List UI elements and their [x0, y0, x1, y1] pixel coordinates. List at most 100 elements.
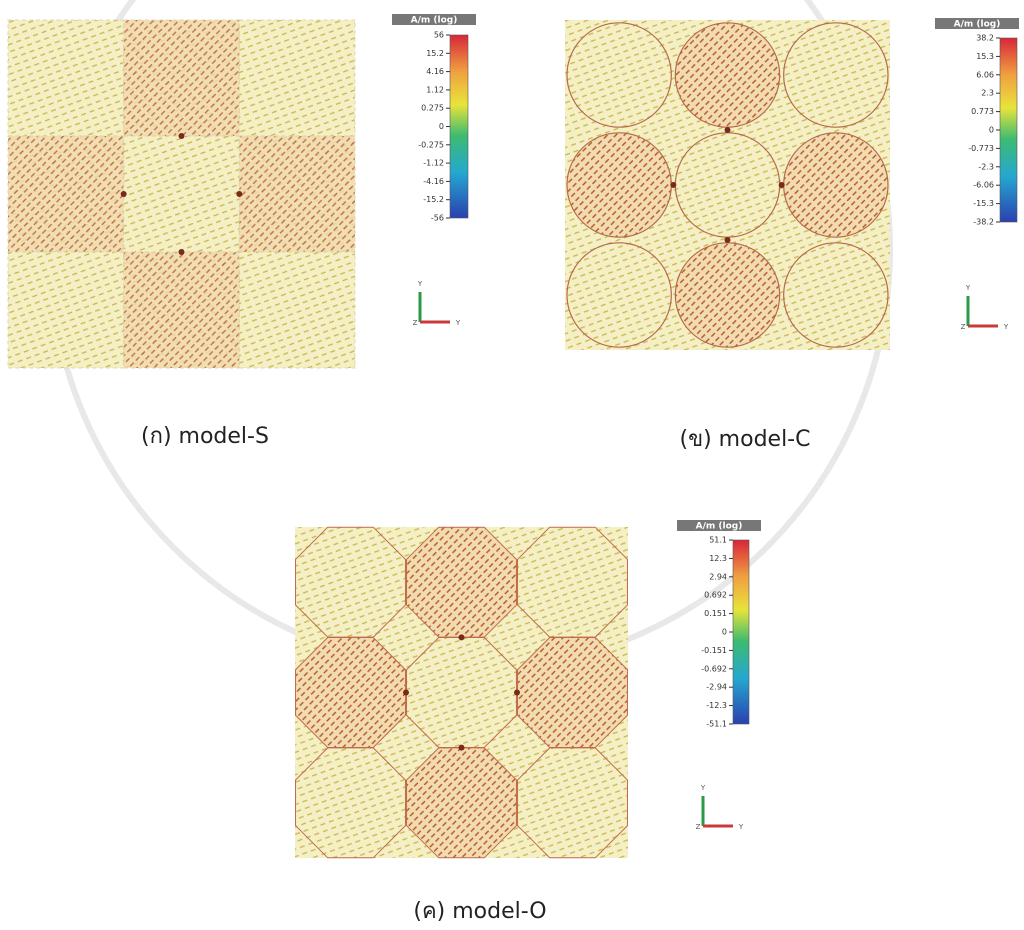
- axis-origin-label: Z: [413, 319, 418, 327]
- colorbar-tick-label: -4.16: [423, 177, 444, 186]
- colorbar-tick-label: -38.2: [973, 218, 994, 227]
- feed-point: [458, 634, 465, 641]
- colorbar-tick-label: -2.94: [706, 683, 727, 692]
- feed-point: [724, 237, 731, 243]
- feed-point: [178, 249, 185, 255]
- colorbar-tick-label: 0.151: [704, 609, 727, 618]
- axis-origin-label: Z: [961, 323, 966, 331]
- colorbar-tick-label: 4.16: [426, 67, 444, 76]
- axis-right-label: Y: [738, 823, 744, 831]
- feed-point: [514, 689, 520, 696]
- colorbar-tick-label: 15.3: [976, 52, 994, 61]
- field-circle: [566, 22, 672, 128]
- colorbar-tick-label: -0.692: [701, 664, 727, 673]
- axis-up-label: Y: [965, 284, 971, 292]
- field-circle: [566, 132, 672, 238]
- feed-point: [724, 127, 731, 133]
- field-cell: [238, 135, 356, 253]
- field-octagon: [406, 747, 517, 859]
- field-cell: [7, 135, 125, 253]
- field-octagon: [517, 747, 628, 859]
- colorbar: A/m (log) 56 15.2 4.16 1.12 0.275 0 -0.275 -1.12…: [392, 14, 476, 223]
- field-circle: [674, 132, 781, 238]
- colorbar-bar: [999, 37, 1018, 223]
- colorbar-tick-label: -15.2: [423, 195, 444, 204]
- colorbar-bar: [449, 34, 469, 219]
- field-plot: [295, 526, 628, 859]
- field-circle: [674, 22, 781, 128]
- panel-caption: (ค) model-O: [413, 899, 546, 924]
- colorbar-title-bg: [935, 18, 1019, 29]
- colorbar-title: A/m (log): [954, 20, 1001, 30]
- feed-point: [120, 191, 127, 197]
- colorbar-title-bg: [677, 520, 761, 531]
- field-cell: [238, 19, 356, 137]
- colorbar-tick-label: 51.1: [709, 536, 727, 545]
- colorbar-tick-label: 0: [439, 122, 444, 131]
- colorbar-tick-label: -56: [431, 214, 444, 223]
- colorbar-tick-label: -6.06: [973, 181, 994, 190]
- panel-caption: (ก) model-S: [141, 424, 269, 449]
- field-cell: [238, 251, 356, 369]
- field-cell: [7, 251, 125, 369]
- panel-caption: (ข) model-C: [679, 427, 810, 452]
- colorbar-tick-label: 56: [434, 31, 444, 40]
- field-octagon: [517, 526, 628, 638]
- colorbar-tick-label: 2.94: [709, 572, 727, 581]
- colorbar: A/m (log) 38.2 15.3 6.06 2.3 0.773 0 -0.773 -2.3…: [935, 18, 1019, 227]
- field-plot: [565, 20, 890, 350]
- colorbar-tick-label: 12.3: [709, 554, 727, 563]
- colorbar-tick-label: -2.3: [978, 162, 994, 171]
- field-cell: [123, 135, 240, 253]
- colorbar-tick-label: 0.275: [421, 104, 444, 113]
- field-octagon: [295, 747, 406, 859]
- field-circle: [566, 242, 672, 348]
- colorbar-tick-label: -15.3: [973, 199, 994, 208]
- field-circle: [674, 242, 781, 348]
- colorbar-tick-label: 15.2: [426, 49, 444, 58]
- axis-right-label: Y: [455, 319, 461, 327]
- colorbar-title: A/m (log): [696, 522, 743, 532]
- axis-triad: Y Z Y: [696, 784, 744, 831]
- axis-up-label: Y: [700, 784, 706, 792]
- colorbar-tick-label: 0.692: [704, 591, 727, 600]
- colorbar-tick-label: -12.3: [706, 701, 727, 710]
- field-circle: [783, 242, 889, 348]
- colorbar-tick-label: 38.2: [976, 34, 994, 43]
- feed-point: [178, 133, 185, 139]
- colorbar-tick-label: -1.12: [423, 159, 444, 168]
- feed-point: [403, 689, 409, 696]
- field-octagon: [406, 637, 517, 748]
- colorbar: A/m (log) 51.1 12.3 2.94 0.692 0.151 0 -0.151 -0…: [677, 520, 761, 729]
- field-circle: [783, 132, 889, 238]
- colorbar-tick-label: 0: [989, 126, 994, 135]
- field-octagon: [517, 637, 628, 748]
- field-circle: [783, 22, 889, 128]
- axis-right-label: Y: [1003, 323, 1009, 331]
- colorbar-tick-label: 1.12: [426, 85, 444, 94]
- colorbar-tick-label: 6.06: [976, 70, 994, 79]
- colorbar-bar: [732, 539, 750, 725]
- colorbar-title-bg: [392, 14, 476, 25]
- colorbar-tick-label: -0.151: [701, 646, 727, 655]
- axis-triad: Y Z Y: [961, 284, 1009, 331]
- field-cell: [123, 19, 240, 137]
- field-cell: [7, 19, 125, 137]
- field-octagon: [406, 526, 517, 638]
- colorbar-tick-label: 2.3: [981, 89, 994, 98]
- field-cell: [123, 251, 240, 369]
- colorbar-tick-label: 0.773: [971, 107, 994, 116]
- colorbar-tick-label: -51.1: [706, 720, 727, 729]
- axis-origin-label: Z: [696, 823, 701, 831]
- colorbar-title: A/m (log): [411, 16, 458, 26]
- field-octagon: [295, 637, 406, 748]
- colorbar-tick-label: 0: [722, 628, 727, 637]
- feed-point: [236, 191, 243, 197]
- field-octagon: [295, 526, 406, 638]
- feed-point: [458, 744, 465, 751]
- axis-triad: Y Z Y: [413, 280, 461, 327]
- colorbar-tick-label: -0.275: [418, 140, 444, 149]
- field-plot: [7, 19, 356, 369]
